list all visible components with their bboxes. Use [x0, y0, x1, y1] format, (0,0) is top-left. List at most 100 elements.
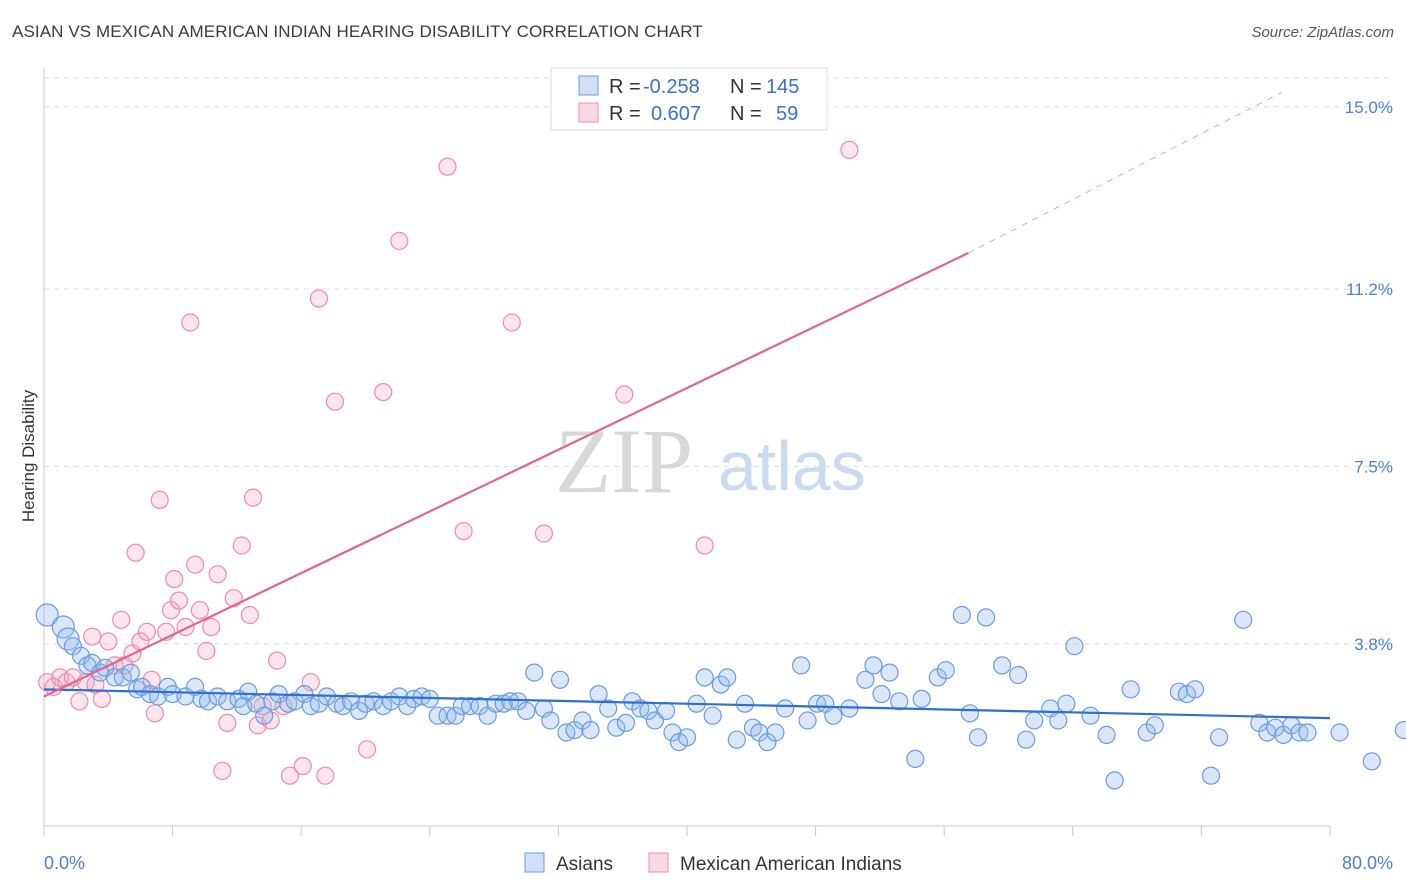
- asian-point-102: [872, 684, 891, 704]
- asian-point-116: [1025, 711, 1044, 730]
- asian-point-83: [695, 668, 714, 687]
- asian-point-115: [1017, 730, 1036, 749]
- mexican-point-12: [112, 610, 131, 629]
- mexican-point-57: [695, 536, 714, 555]
- asian-point-79: [663, 723, 682, 742]
- asian-point-95: [798, 711, 817, 730]
- axes: [43, 68, 1331, 836]
- legend-r-value-mexican: 0.607: [651, 103, 701, 125]
- asian-point-129: [1185, 680, 1205, 699]
- asian-point-113: [992, 656, 1012, 675]
- asian-point-109: [952, 605, 972, 625]
- asian-point-28: [255, 706, 274, 725]
- asian-point-130: [1201, 766, 1221, 785]
- asian-point-106: [912, 689, 931, 709]
- legend-swatch-asians: [524, 852, 545, 873]
- asian-point-70: [589, 684, 608, 704]
- asian-point-71: [599, 699, 618, 718]
- mexican-point-20: [150, 490, 169, 509]
- y-tick-label-0: 3.8%: [1354, 635, 1393, 654]
- asian-point-139: [1298, 723, 1317, 742]
- mexican-points: [38, 140, 859, 785]
- mexican-point-41: [268, 651, 287, 670]
- mexican-point-55: [534, 524, 554, 543]
- asian-point-88: [735, 694, 755, 713]
- mexican-point-42: [274, 696, 293, 716]
- mexican-point-54: [502, 313, 521, 332]
- y-axis-label: Hearing Disability: [19, 389, 38, 522]
- asian-point-61: [517, 701, 536, 721]
- asian-point-111: [968, 728, 988, 747]
- trend-lines: [43, 91, 1331, 720]
- legend-n-value-mexican: 59: [776, 103, 798, 125]
- asian-point-85: [711, 675, 730, 694]
- asian-point-112: [976, 608, 996, 627]
- grid-lines: [44, 77, 1392, 645]
- asian-point-62: [525, 663, 544, 682]
- x-tick-label-1: 80.0%: [1342, 853, 1393, 873]
- mexican-point-23: [165, 569, 184, 589]
- asian-point-124: [1121, 680, 1140, 699]
- mexican-point-33: [218, 713, 237, 733]
- mexican-point-56: [615, 385, 634, 404]
- legend-swatch-asian: [578, 75, 599, 96]
- asian-point-52: [446, 706, 465, 725]
- asian-point-69: [581, 720, 600, 740]
- asian-point-108: [936, 661, 955, 680]
- mexican-point-35: [232, 536, 251, 555]
- legend-box: [550, 67, 828, 131]
- asian-point-140: [1330, 723, 1349, 742]
- mexican-point-7: [83, 627, 102, 646]
- asian-point-40: [350, 701, 369, 721]
- series-legend: Asians Mexican American Indians: [524, 852, 902, 875]
- asian-point-65: [550, 670, 570, 689]
- asian-point-54: [460, 696, 480, 716]
- chart-title: ASIAN VS MEXICAN AMERICAN INDIAN HEARING…: [12, 22, 703, 41]
- asian-point-103: [880, 663, 899, 682]
- asian-point-92: [766, 723, 785, 742]
- asian-point-29: [263, 692, 282, 711]
- asian-point-1: [51, 615, 75, 639]
- legend-r-value-asian: -0.258: [643, 76, 700, 98]
- asian-point-87: [727, 730, 746, 749]
- mexican-point-50: [374, 383, 393, 402]
- mexican-point-44: [293, 756, 312, 776]
- asian-point-86: [718, 668, 737, 687]
- asian-point-73: [616, 713, 636, 733]
- asian-point-126: [1145, 716, 1164, 735]
- x-tick-labels: 0.0% 80.0%: [44, 853, 1393, 873]
- asian-point-114: [1008, 665, 1028, 685]
- asian-point-132: [1234, 610, 1253, 629]
- mexican-point-27: [186, 555, 205, 574]
- watermark: ZIP atlas: [555, 410, 866, 512]
- mexican-point-51: [390, 231, 409, 251]
- mexican-point-15: [126, 543, 145, 562]
- asian-point-78: [656, 701, 676, 721]
- legend-r-label-asian: R =: [609, 76, 641, 98]
- mexican-point-24: [169, 591, 189, 610]
- mexican-point-19: [145, 704, 164, 723]
- y-tick-label-2: 11.2%: [1346, 280, 1393, 299]
- asian-point-104: [890, 692, 909, 711]
- mexican-point-32: [213, 761, 232, 781]
- asian-point-120: [1065, 637, 1084, 656]
- asian-point-50: [428, 706, 447, 725]
- mexican-point-49: [358, 740, 377, 759]
- asian-point-84: [703, 706, 722, 725]
- asian-point-131: [1209, 728, 1229, 747]
- asian-point-93: [775, 699, 795, 718]
- asian-point-4: [71, 646, 91, 665]
- legend-n-label-mexican: N =: [730, 103, 762, 125]
- asian-point-141: [1362, 752, 1381, 771]
- y-tick-label-1: 7.5%: [1354, 457, 1393, 476]
- mexican-trend-line: [43, 252, 969, 698]
- mexican-point-52: [438, 157, 457, 176]
- asian-point-118: [1049, 711, 1068, 730]
- asian-point-121: [1081, 706, 1100, 725]
- mexican-point-30: [202, 617, 221, 637]
- asian-trend-line: [43, 688, 1331, 720]
- mexican-point-26: [181, 313, 200, 332]
- legend-label-asians: Asians: [556, 854, 613, 875]
- legend-n-value-asian: 145: [766, 76, 799, 98]
